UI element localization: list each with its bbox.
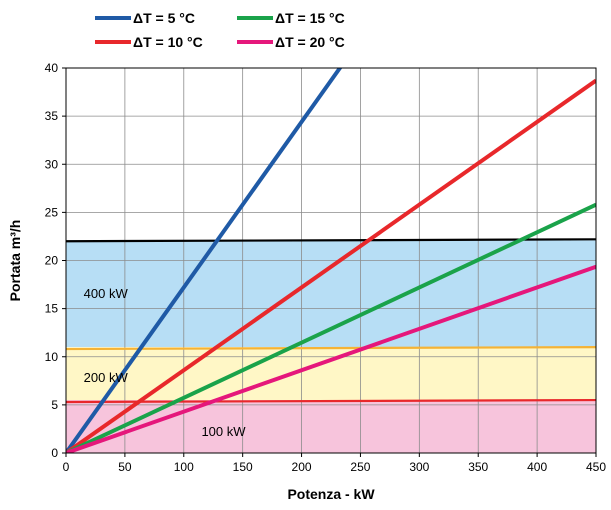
x-tick-label-200: 200 bbox=[292, 460, 312, 474]
x-tick-label-350: 350 bbox=[468, 460, 488, 474]
band-label-1: 200 kW bbox=[84, 370, 129, 385]
y-tick-label-5: 5 bbox=[51, 398, 58, 412]
band-1 bbox=[66, 347, 596, 401]
x-tick-label-450: 450 bbox=[586, 460, 606, 474]
y-tick-label-0: 0 bbox=[51, 446, 58, 460]
x-tick-label-150: 150 bbox=[233, 460, 253, 474]
series-line-1 bbox=[66, 78, 596, 453]
band-label-0: 400 kW bbox=[84, 286, 129, 301]
legend-label-1: ΔT = 10 °C bbox=[133, 34, 203, 50]
band-labels-layer: 400 kW 200 kW 100 kW bbox=[84, 286, 247, 439]
legend-label-0: ΔT = 5 °C bbox=[133, 10, 195, 26]
y-tick-label-20: 20 bbox=[45, 254, 59, 268]
threshold-line-0 bbox=[65, 238, 597, 243]
x-tick-label-300: 300 bbox=[409, 460, 429, 474]
grid-layer bbox=[66, 68, 596, 453]
legend: ΔT = 5 °C ΔT = 10 °C ΔT = 15 °C ΔT = 20 °C bbox=[95, 10, 345, 50]
legend-label-3: ΔT = 20 °C bbox=[275, 34, 345, 50]
band-2 bbox=[66, 400, 596, 453]
y-tick-label-10: 10 bbox=[45, 350, 59, 364]
x-axis-title: Potenza - kW bbox=[287, 486, 375, 502]
series-line-3 bbox=[66, 264, 596, 453]
threshold-line-1 bbox=[65, 346, 597, 351]
legend-label-2: ΔT = 15 °C bbox=[275, 10, 345, 26]
x-tick-label-100: 100 bbox=[174, 460, 194, 474]
y-tick-label-30: 30 bbox=[45, 157, 59, 171]
ticks-layer: 0 50 100 150 200 250 300 350 400 450 0 5 10 15 20 25 30 3… bbox=[45, 61, 607, 474]
y-axis-title: Portata m³/h bbox=[7, 220, 23, 302]
band-label-2: 100 kW bbox=[201, 424, 246, 439]
series-line-2 bbox=[66, 202, 596, 453]
x-tick-label-50: 50 bbox=[118, 460, 132, 474]
y-tick-label-15: 15 bbox=[45, 302, 59, 316]
y-tick-label-40: 40 bbox=[45, 61, 59, 75]
series-line-0 bbox=[66, 68, 343, 453]
x-tick-label-250: 250 bbox=[350, 460, 370, 474]
x-tick-label-0: 0 bbox=[63, 460, 70, 474]
threshold-line-2 bbox=[65, 398, 597, 404]
thresholds-layer bbox=[65, 238, 597, 404]
y-tick-label-25: 25 bbox=[45, 205, 59, 219]
series-layer bbox=[66, 68, 596, 453]
y-tick-label-35: 35 bbox=[45, 109, 59, 123]
x-tick-label-400: 400 bbox=[527, 460, 547, 474]
